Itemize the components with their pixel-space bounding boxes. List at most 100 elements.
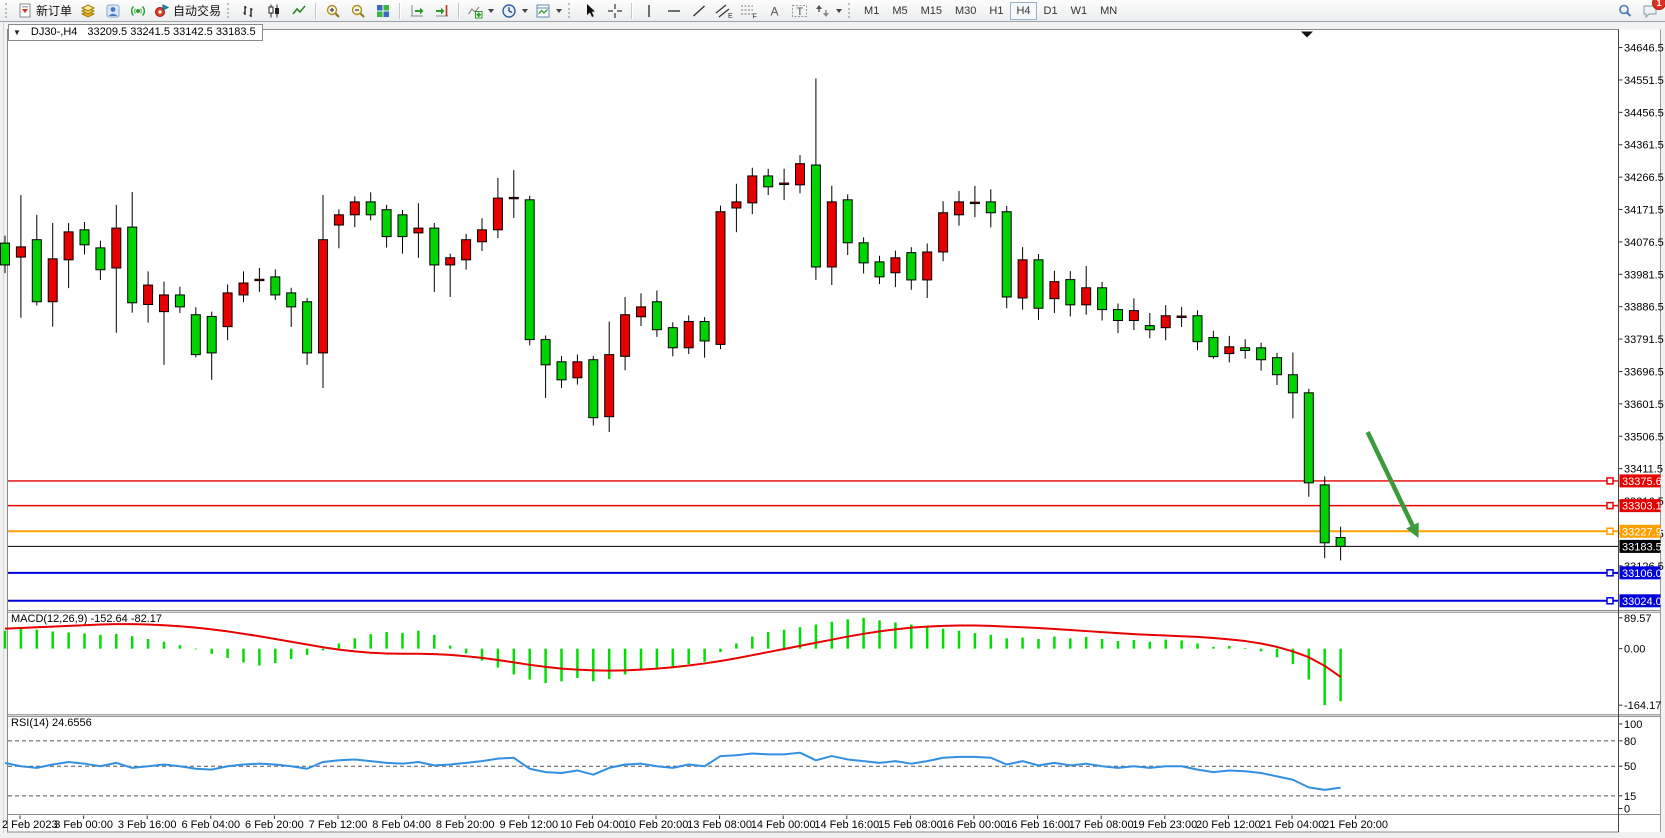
candle-body bbox=[302, 301, 313, 354]
price-tick-label: 34171.5 bbox=[1624, 205, 1664, 217]
auto-trading-button[interactable]: 自动交易 bbox=[151, 1, 224, 21]
timeframe-button-h4[interactable]: H4 bbox=[1010, 1, 1037, 20]
indicators-button[interactable] bbox=[464, 1, 497, 21]
toolbar-grip[interactable] bbox=[5, 3, 11, 18]
candle-body bbox=[1001, 211, 1012, 298]
timeframe-button-m1[interactable]: M1 bbox=[864, 4, 880, 17]
candle-body bbox=[413, 227, 424, 234]
timeframe-button-d1[interactable]: D1 bbox=[1043, 4, 1058, 17]
signal-button[interactable] bbox=[126, 1, 150, 21]
vertical-line-button[interactable] bbox=[637, 1, 661, 21]
candles[interactable] bbox=[0, 78, 1346, 561]
line-chart-button[interactable] bbox=[287, 1, 311, 21]
hline-handle[interactable] bbox=[1606, 527, 1614, 536]
candle-body bbox=[651, 301, 662, 331]
time-label: 21 Feb 20:00 bbox=[1323, 819, 1388, 831]
candle-body bbox=[79, 229, 90, 246]
candle-body bbox=[1319, 484, 1330, 544]
bottom-strip bbox=[0, 833, 1665, 838]
signal-icon bbox=[130, 5, 146, 16]
chart-frame bbox=[7, 29, 1619, 833]
hline-handle[interactable] bbox=[1606, 501, 1614, 510]
candle-body bbox=[477, 229, 487, 243]
templates-button[interactable] bbox=[532, 1, 565, 21]
cursor-icon bbox=[586, 4, 595, 17]
profile-button[interactable] bbox=[101, 1, 125, 21]
scroll-marker-triangle[interactable] bbox=[1301, 31, 1313, 38]
rsi-tick-label: 50 bbox=[1624, 761, 1636, 773]
candle-body bbox=[874, 261, 885, 278]
toolbar-grip-periods[interactable] bbox=[848, 3, 854, 18]
fibonacci-button[interactable]: F bbox=[737, 1, 761, 21]
indicators-dropdown-caret bbox=[488, 8, 495, 13]
auto-trading-label: 自动交易 bbox=[173, 4, 222, 18]
timeframe-button-h1[interactable]: H1 bbox=[989, 4, 1004, 17]
notifications-button[interactable]: 1 bbox=[1638, 0, 1665, 21]
text-button[interactable]: A bbox=[762, 1, 786, 21]
candle-body bbox=[1256, 347, 1267, 361]
time-label: 20 Feb 12:00 bbox=[1196, 819, 1261, 831]
journal-button[interactable] bbox=[76, 1, 100, 21]
bar-chart-button[interactable] bbox=[237, 1, 261, 21]
hline-price-label: 33303.1 bbox=[1622, 501, 1662, 513]
timeframe-button-mn[interactable]: MN bbox=[1100, 4, 1118, 17]
price-axis: 34646.5 34551.5 34456.5 34361.5 34266.5 34171… bbox=[1618, 43, 1664, 573]
clock-icon bbox=[502, 3, 516, 18]
timeframe-button-m30[interactable]: M30 bbox=[955, 4, 977, 17]
chart-title-dropdown-icon[interactable]: ▼ bbox=[13, 27, 21, 37]
periods-dropdown-caret bbox=[522, 8, 529, 13]
crosshair-button[interactable] bbox=[603, 1, 627, 21]
time-label: 16 Feb 16:00 bbox=[1005, 819, 1070, 831]
main-toolbar: 新订单 自动交易 bbox=[0, 0, 1665, 22]
trendline-button[interactable] bbox=[687, 1, 711, 21]
arrow-annotation[interactable] bbox=[1365, 431, 1419, 539]
svg-text:F: F bbox=[753, 13, 757, 19]
tile-windows-button[interactable] bbox=[371, 1, 395, 21]
hline-price-label-bg bbox=[1619, 499, 1661, 513]
zoom-out-button[interactable] bbox=[346, 1, 370, 21]
time-label: 6 Feb 20:00 bbox=[245, 819, 304, 831]
candle-body bbox=[318, 239, 328, 354]
equidistant-channel-button[interactable]: E bbox=[712, 1, 736, 21]
search-button[interactable] bbox=[1613, 1, 1637, 21]
chart-shift-button[interactable] bbox=[430, 1, 454, 21]
candle-body bbox=[1240, 347, 1251, 352]
periods-button[interactable] bbox=[498, 1, 531, 21]
candle-body bbox=[349, 201, 360, 216]
hline-handle[interactable] bbox=[1606, 569, 1614, 577]
auto-scroll-button[interactable] bbox=[405, 1, 429, 21]
svg-text:A: A bbox=[770, 4, 778, 18]
candle-body bbox=[143, 284, 154, 305]
candle-body bbox=[429, 227, 440, 266]
timeframe-button-m15[interactable]: M15 bbox=[920, 4, 942, 17]
profile-icon bbox=[106, 4, 120, 17]
candle-body bbox=[747, 175, 758, 204]
rsi-panel[interactable] bbox=[4, 740, 1619, 797]
crosshair-icon bbox=[608, 3, 623, 18]
toolbar-grip-tools[interactable] bbox=[568, 3, 574, 18]
text-label-button[interactable]: T bbox=[787, 1, 811, 21]
cursor-button[interactable] bbox=[578, 1, 602, 21]
hline-handle[interactable] bbox=[1606, 477, 1614, 485]
candle-body bbox=[397, 214, 408, 238]
toolbar-grip-charts[interactable] bbox=[227, 3, 233, 18]
horizontal-line-button[interactable] bbox=[662, 1, 686, 21]
time-label: 3 Feb 00:00 bbox=[54, 819, 113, 831]
new-order-button[interactable]: 新订单 bbox=[15, 1, 75, 21]
timeframe-button-m5[interactable]: M5 bbox=[892, 4, 908, 17]
candle-body bbox=[731, 201, 742, 209]
candlestick-chart-button[interactable] bbox=[262, 1, 286, 21]
arrows-button[interactable] bbox=[812, 1, 845, 21]
hline-price-label-bg bbox=[1619, 566, 1661, 580]
candle-body bbox=[938, 212, 949, 253]
time-label: 7 Feb 12:00 bbox=[309, 819, 368, 831]
macd-panel[interactable] bbox=[3, 617, 1342, 706]
chart-title-box[interactable]: ▼ DJ30-,H4 33209.5 33241.5 33142.5 33183… bbox=[8, 24, 263, 41]
candle-body bbox=[572, 361, 583, 379]
timeframe-button-w1[interactable]: W1 bbox=[1070, 4, 1088, 17]
candle-body bbox=[1303, 392, 1314, 484]
candle-body bbox=[1081, 287, 1092, 306]
hline-handle[interactable] bbox=[1606, 597, 1614, 605]
zoom-in-button[interactable] bbox=[321, 1, 345, 21]
